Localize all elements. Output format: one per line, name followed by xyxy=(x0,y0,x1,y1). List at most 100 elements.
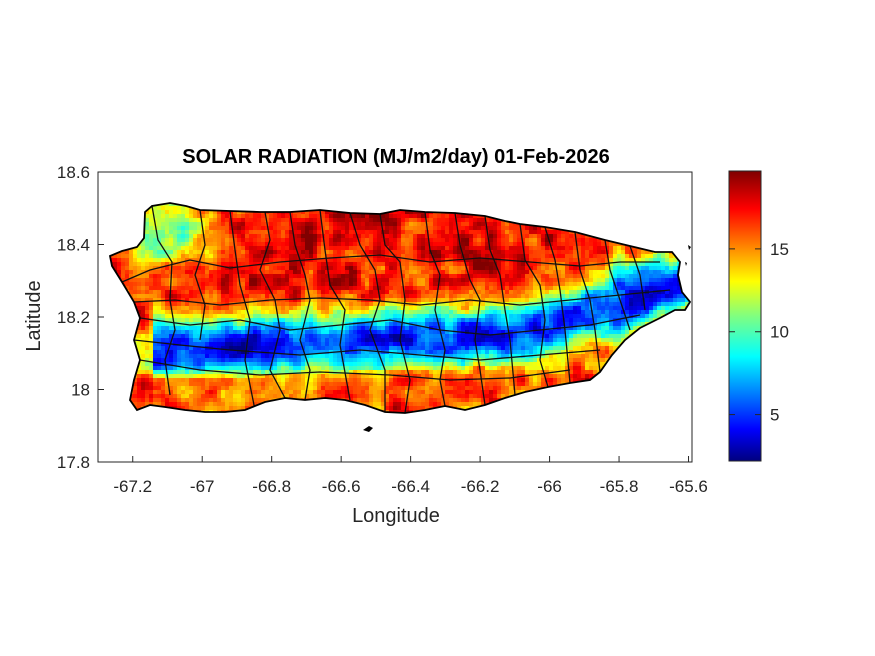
heat-cell xyxy=(177,306,182,311)
heat-cell xyxy=(485,258,490,263)
heat-cell xyxy=(225,274,230,279)
heat-cell xyxy=(221,242,226,247)
heat-cell xyxy=(385,306,390,311)
heat-cell xyxy=(273,294,278,299)
heat-cell xyxy=(473,294,478,299)
heat-cell xyxy=(421,214,426,219)
heat-cell xyxy=(465,218,470,223)
heat-cell xyxy=(581,310,586,315)
heat-cell xyxy=(369,238,374,243)
heat-cell xyxy=(377,218,382,223)
heat-cell xyxy=(377,254,382,259)
heat-cell xyxy=(233,310,238,315)
heat-cell xyxy=(253,214,258,219)
heat-cell xyxy=(653,286,658,291)
heat-cell xyxy=(373,238,378,243)
heat-cell xyxy=(633,326,638,331)
heat-cell xyxy=(217,214,222,219)
heat-cell xyxy=(597,254,602,259)
heat-cell xyxy=(409,230,414,235)
heat-cell xyxy=(465,274,470,279)
heat-cell xyxy=(613,250,618,255)
heat-cell xyxy=(149,294,154,299)
heat-cell xyxy=(489,310,494,315)
heat-cell xyxy=(397,238,402,243)
heat-cell xyxy=(153,278,158,283)
heat-cell xyxy=(501,222,506,227)
heat-cell xyxy=(433,314,438,319)
heat-cell xyxy=(273,250,278,255)
heat-cell xyxy=(121,266,126,271)
heat-cell xyxy=(405,266,410,271)
heat-cell xyxy=(549,294,554,299)
heat-cell xyxy=(345,250,350,255)
heat-cell xyxy=(185,266,190,271)
heat-cell xyxy=(177,262,182,267)
heat-cell xyxy=(361,266,366,271)
heat-cell xyxy=(585,234,590,239)
heat-cell xyxy=(229,330,234,335)
heat-cell xyxy=(341,314,346,319)
heat-cell xyxy=(585,298,590,303)
heat-cell xyxy=(365,302,370,307)
heat-cell xyxy=(549,238,554,243)
heat-cell xyxy=(637,290,642,295)
heat-cell xyxy=(169,326,174,331)
heat-cell xyxy=(673,306,678,311)
heat-cell xyxy=(369,282,374,287)
heat-cell xyxy=(513,234,518,239)
heat-cell xyxy=(125,286,130,291)
heat-cell xyxy=(481,246,486,251)
heat-cell xyxy=(573,270,578,275)
heat-cell xyxy=(573,242,578,247)
heat-cell xyxy=(413,314,418,319)
heat-cell xyxy=(305,302,310,307)
heat-cell xyxy=(661,294,666,299)
heat-cell xyxy=(425,298,430,303)
heat-cell xyxy=(589,254,594,259)
heat-cell xyxy=(453,302,458,307)
heat-cell xyxy=(409,274,414,279)
heat-cell xyxy=(585,286,590,291)
heat-cell xyxy=(421,254,426,259)
heat-cell xyxy=(525,234,530,239)
heat-cell xyxy=(309,290,314,295)
heat-cell xyxy=(369,314,374,319)
heat-cell xyxy=(341,222,346,227)
heat-cell xyxy=(569,262,574,267)
heat-cell xyxy=(577,294,582,299)
heat-cell xyxy=(245,258,250,263)
heat-cell xyxy=(461,306,466,311)
heat-cell xyxy=(625,254,630,259)
heat-cell xyxy=(157,238,162,243)
heat-cell xyxy=(429,234,434,239)
heat-cell xyxy=(545,318,550,323)
heat-cell xyxy=(177,234,182,239)
heat-cell xyxy=(457,226,462,231)
heat-cell xyxy=(313,226,318,231)
heat-cell xyxy=(313,242,318,247)
heat-cell xyxy=(233,238,238,243)
heat-cell xyxy=(509,282,514,287)
heat-cell xyxy=(469,290,474,295)
heat-cell xyxy=(157,286,162,291)
heat-cell xyxy=(253,278,258,283)
heat-cell xyxy=(317,302,322,307)
heat-cell xyxy=(553,246,558,251)
heat-cell xyxy=(217,262,222,267)
heat-cell xyxy=(673,278,678,283)
heat-cell xyxy=(425,322,430,327)
heat-cell xyxy=(669,262,674,267)
heat-cell xyxy=(457,218,462,223)
heat-cell xyxy=(241,306,246,311)
heat-cell xyxy=(513,294,518,299)
heat-cell xyxy=(429,318,434,323)
heat-cell xyxy=(557,238,562,243)
heat-cell xyxy=(517,286,522,291)
heat-cell xyxy=(453,222,458,227)
heat-cell xyxy=(145,278,150,283)
heat-cell xyxy=(569,310,574,315)
heat-cell xyxy=(357,250,362,255)
heat-cell xyxy=(629,274,634,279)
heat-cell xyxy=(421,306,426,311)
